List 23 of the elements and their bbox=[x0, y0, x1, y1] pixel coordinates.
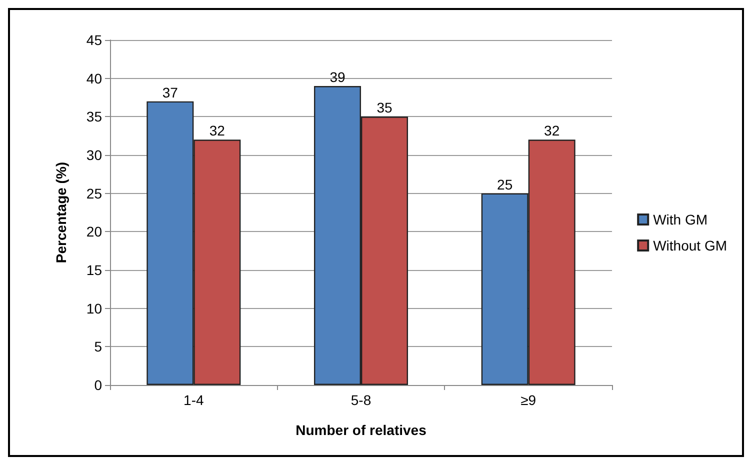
x-axis-title: Number of relatives bbox=[296, 422, 427, 438]
y-tick-label: 15 bbox=[86, 262, 102, 278]
y-tick-label: 10 bbox=[86, 300, 102, 316]
data-label: 32 bbox=[544, 122, 560, 139]
legend-label: Without GM bbox=[653, 238, 728, 254]
data-label: 35 bbox=[376, 100, 392, 116]
y-tick-label: 25 bbox=[86, 185, 102, 202]
x-tick-label: 5-8 bbox=[350, 392, 372, 408]
data-label: 39 bbox=[330, 69, 346, 85]
data-label: 37 bbox=[162, 84, 178, 100]
x-tick-label: ≥9 bbox=[520, 392, 536, 408]
y-tick-label: 5 bbox=[94, 338, 102, 355]
y-axis-title: Percentage (%) bbox=[53, 162, 69, 264]
data-label: 32 bbox=[209, 122, 226, 139]
y-tick-label: 35 bbox=[86, 108, 102, 125]
y-tick-label: 45 bbox=[86, 32, 102, 48]
data-label: 25 bbox=[497, 176, 513, 192]
legend-label: With GM bbox=[653, 212, 708, 228]
y-tick-label: 30 bbox=[86, 147, 102, 163]
y-tick-label: 0 bbox=[94, 377, 102, 393]
y-tick-label: 20 bbox=[86, 224, 102, 240]
x-tick-label: 1-4 bbox=[184, 392, 204, 408]
y-tick-label: 40 bbox=[86, 70, 102, 86]
